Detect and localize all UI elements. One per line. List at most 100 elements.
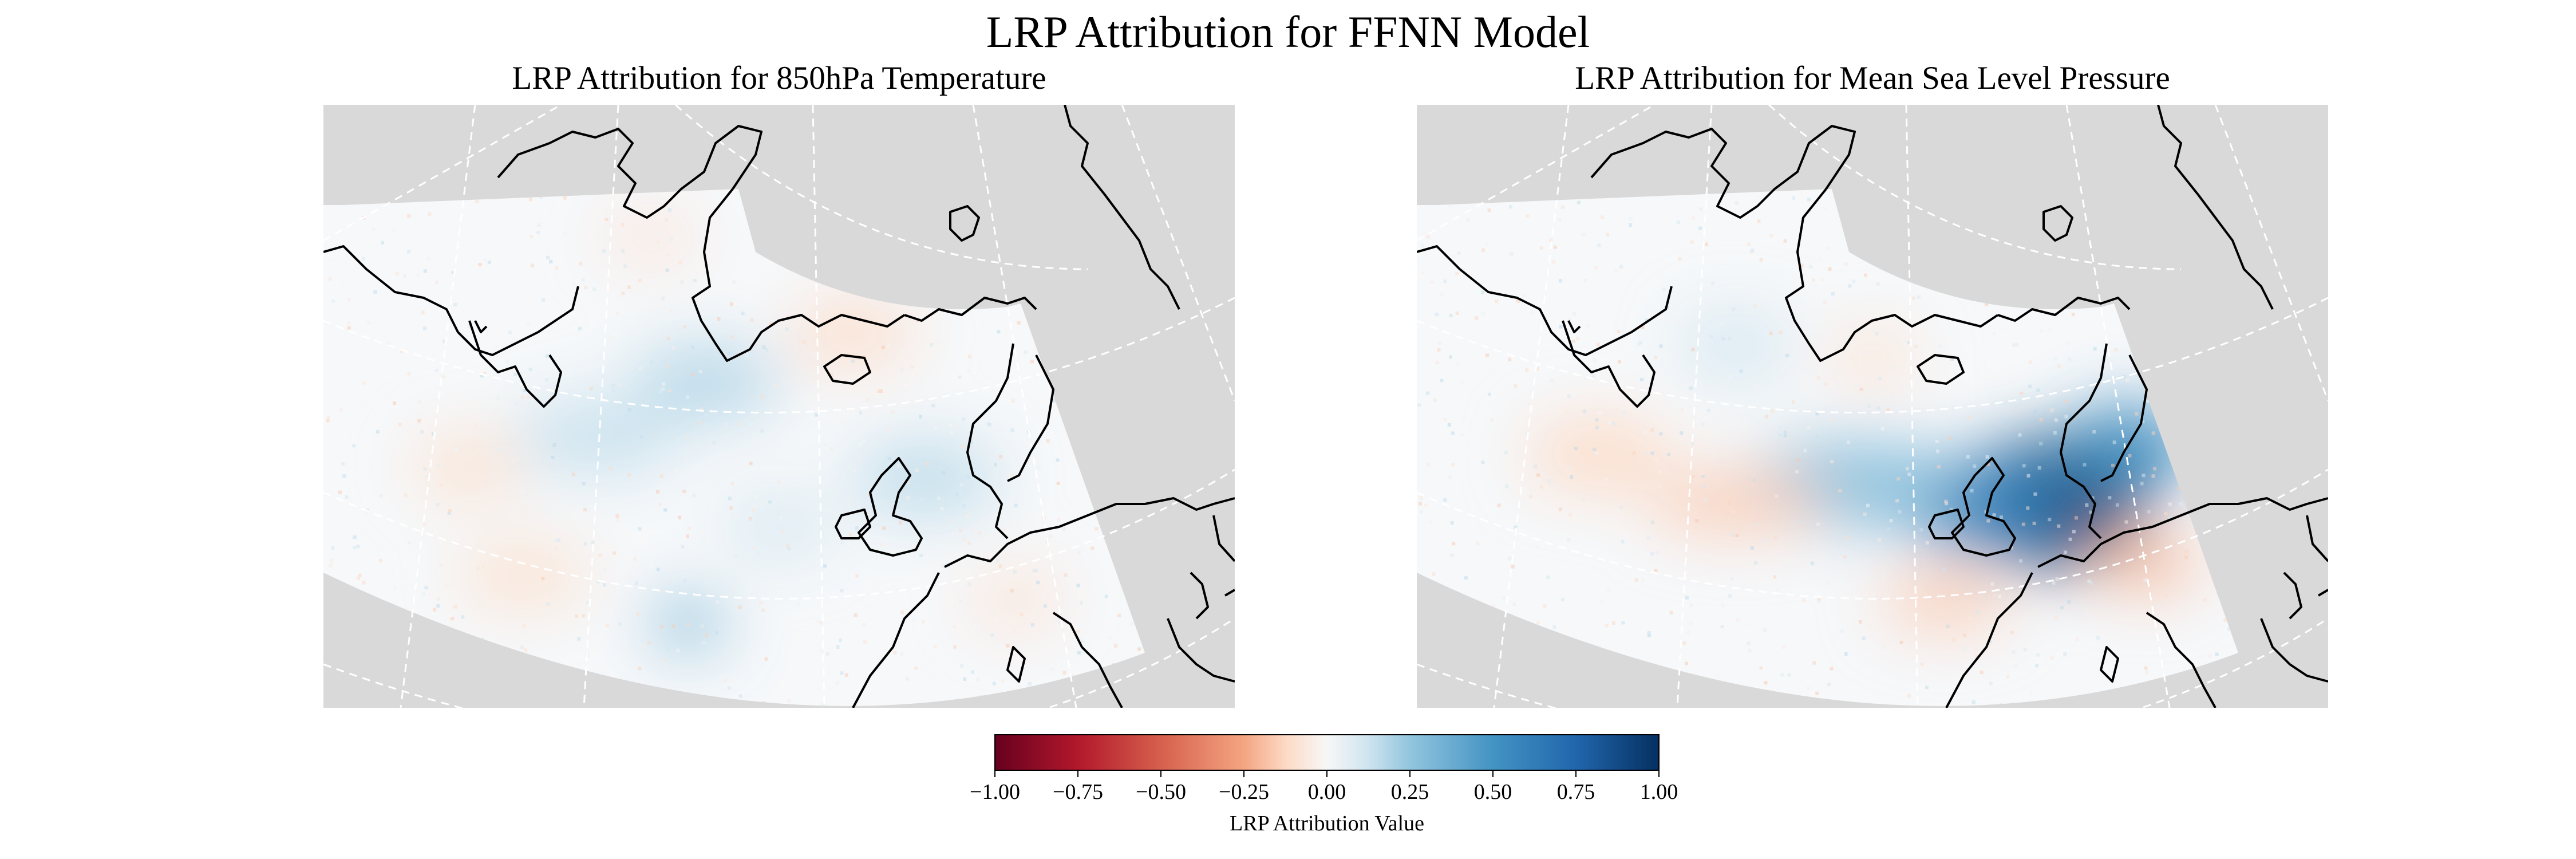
noise-speck <box>658 502 662 506</box>
noise-speck <box>1709 335 1713 339</box>
noise-speck <box>976 677 980 681</box>
noise-speck <box>392 270 396 274</box>
noise-speck <box>1986 462 1990 466</box>
noise-speck <box>1053 399 1057 403</box>
noise-speck <box>396 272 400 275</box>
noise-speck <box>1659 344 1663 348</box>
noise-speck <box>621 291 625 295</box>
noise-speck <box>345 495 349 499</box>
noise-speck <box>959 599 962 603</box>
noise-speck <box>668 239 672 243</box>
noise-speck <box>1997 594 2001 598</box>
noise-speck <box>760 429 764 433</box>
noise-speck <box>1008 357 1011 361</box>
noise-speck <box>552 443 556 447</box>
noise-speck <box>2087 580 2091 583</box>
noise-speck <box>1443 418 1447 422</box>
noise-speck <box>2039 442 2043 446</box>
noise-speck <box>1838 489 1842 493</box>
noise-speck <box>785 544 789 548</box>
noise-speck <box>717 317 721 321</box>
noise-speck <box>379 558 382 562</box>
colorbar-tick-label: 0.50 <box>1474 780 1512 804</box>
noise-speck <box>478 262 482 266</box>
noise-speck <box>1827 247 1831 251</box>
noise-speck <box>969 440 973 444</box>
noise-speck <box>2075 637 2079 641</box>
noise-speck <box>468 324 472 328</box>
noise-speck <box>496 396 500 400</box>
noise-speck <box>955 492 959 497</box>
noise-speck <box>441 375 445 379</box>
noise-speck <box>2015 342 2019 346</box>
noise-speck <box>1425 391 1429 395</box>
noise-speck <box>1935 449 1939 453</box>
noise-speck <box>1776 588 1780 592</box>
noise-speck <box>862 439 866 443</box>
noise-speck <box>1456 361 1460 365</box>
noise-speck <box>421 310 425 314</box>
noise-speck <box>761 608 765 612</box>
noise-speck <box>1735 201 1739 205</box>
noise-speck <box>1426 235 1430 239</box>
noise-speck <box>603 568 607 572</box>
noise-speck <box>2145 671 2149 675</box>
noise-speck <box>1510 252 1514 256</box>
noise-speck <box>967 582 971 586</box>
noise-speck <box>1080 639 1084 643</box>
noise-speck <box>1935 439 1939 443</box>
noise-speck <box>1582 233 1586 237</box>
noise-speck <box>376 430 380 434</box>
noise-speck <box>1639 341 1643 345</box>
noise-speck <box>408 541 412 545</box>
noise-speck <box>1773 535 1777 539</box>
noise-speck <box>1821 551 1825 555</box>
noise-speck <box>572 472 575 476</box>
noise-speck <box>2143 578 2147 582</box>
noise-speck <box>609 467 613 471</box>
noise-speck <box>436 503 440 507</box>
noise-speck <box>1701 423 1705 426</box>
noise-speck <box>2040 329 2044 333</box>
noise-speck <box>2091 496 2095 500</box>
noise-speck <box>1037 466 1041 470</box>
noise-speck <box>1539 246 1543 250</box>
noise-speck <box>813 494 817 498</box>
noise-speck <box>896 464 900 468</box>
noise-speck <box>876 389 880 393</box>
noise-speck <box>447 511 451 515</box>
noise-speck <box>752 508 755 512</box>
noise-speck <box>1577 200 1581 204</box>
noise-speck <box>574 614 578 618</box>
noise-speck <box>2033 409 2037 413</box>
noise-speck <box>2074 516 2078 520</box>
noise-speck <box>1062 671 1066 675</box>
noise-speck <box>1014 503 1018 507</box>
noise-speck <box>1887 527 1891 531</box>
noise-speck <box>1563 277 1567 281</box>
noise-speck <box>1691 442 1694 446</box>
noise-speck <box>627 408 631 412</box>
noise-speck <box>1452 542 1456 546</box>
noise-speck <box>1457 251 1461 255</box>
noise-speck <box>1823 300 1827 304</box>
noise-speck <box>1907 341 1911 344</box>
noise-speck <box>1449 355 1452 359</box>
noise-speck <box>661 387 665 391</box>
noise-speck <box>639 346 643 350</box>
noise-speck <box>823 442 827 446</box>
noise-speck <box>606 624 610 628</box>
noise-speck <box>1443 498 1447 502</box>
noise-speck <box>730 302 734 306</box>
noise-speck <box>1481 460 1485 464</box>
noise-speck <box>666 364 670 368</box>
noise-speck <box>1920 663 1924 666</box>
noise-speck <box>921 620 925 624</box>
noise-speck <box>741 312 745 316</box>
noise-speck <box>1544 484 1548 488</box>
noise-speck <box>650 564 654 568</box>
noise-speck <box>436 597 440 601</box>
noise-speck <box>1432 572 1436 576</box>
noise-speck <box>1810 561 1814 565</box>
noise-speck <box>2064 550 2067 554</box>
